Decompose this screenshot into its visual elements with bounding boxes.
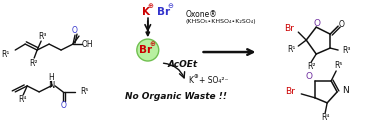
Text: O: O xyxy=(305,72,312,82)
Text: Br: Br xyxy=(285,87,295,96)
Text: ⊕: ⊕ xyxy=(148,3,154,9)
Text: Br: Br xyxy=(157,7,170,17)
Text: AcOEt: AcOEt xyxy=(168,60,198,69)
Text: R²: R² xyxy=(29,58,37,67)
Text: R⁵: R⁵ xyxy=(80,87,88,96)
Text: (KHSO₅•KHSO₄•K₂SO₄): (KHSO₅•KHSO₄•K₂SO₄) xyxy=(186,19,256,24)
Text: R³: R³ xyxy=(38,32,46,41)
Text: O: O xyxy=(314,19,321,28)
Circle shape xyxy=(137,39,159,61)
Text: R⁵: R⁵ xyxy=(334,61,342,70)
Text: R³: R³ xyxy=(342,46,351,55)
Text: ⊕: ⊕ xyxy=(150,41,156,47)
Text: No Organic Waste !!: No Organic Waste !! xyxy=(125,92,227,101)
Text: Br: Br xyxy=(139,45,152,55)
Text: N: N xyxy=(342,86,349,95)
Text: N: N xyxy=(48,81,54,90)
Text: H: H xyxy=(48,73,54,82)
Text: O: O xyxy=(338,20,344,29)
Text: O: O xyxy=(61,101,67,110)
Text: K: K xyxy=(189,76,194,85)
Text: K: K xyxy=(142,7,150,17)
Text: ⊖: ⊖ xyxy=(168,3,174,9)
Text: Br: Br xyxy=(284,24,294,33)
Text: R²: R² xyxy=(307,63,316,72)
Text: + SO₄²⁻: + SO₄²⁻ xyxy=(198,76,228,85)
Text: R⁴: R⁴ xyxy=(18,95,26,104)
Text: Oxone®: Oxone® xyxy=(186,10,217,19)
Text: OH: OH xyxy=(81,40,93,49)
Text: R¹: R¹ xyxy=(1,50,9,58)
Text: R¹: R¹ xyxy=(287,45,295,54)
Text: ⊕: ⊕ xyxy=(194,74,198,79)
Text: O: O xyxy=(72,26,78,35)
Text: R⁴: R⁴ xyxy=(321,113,329,122)
